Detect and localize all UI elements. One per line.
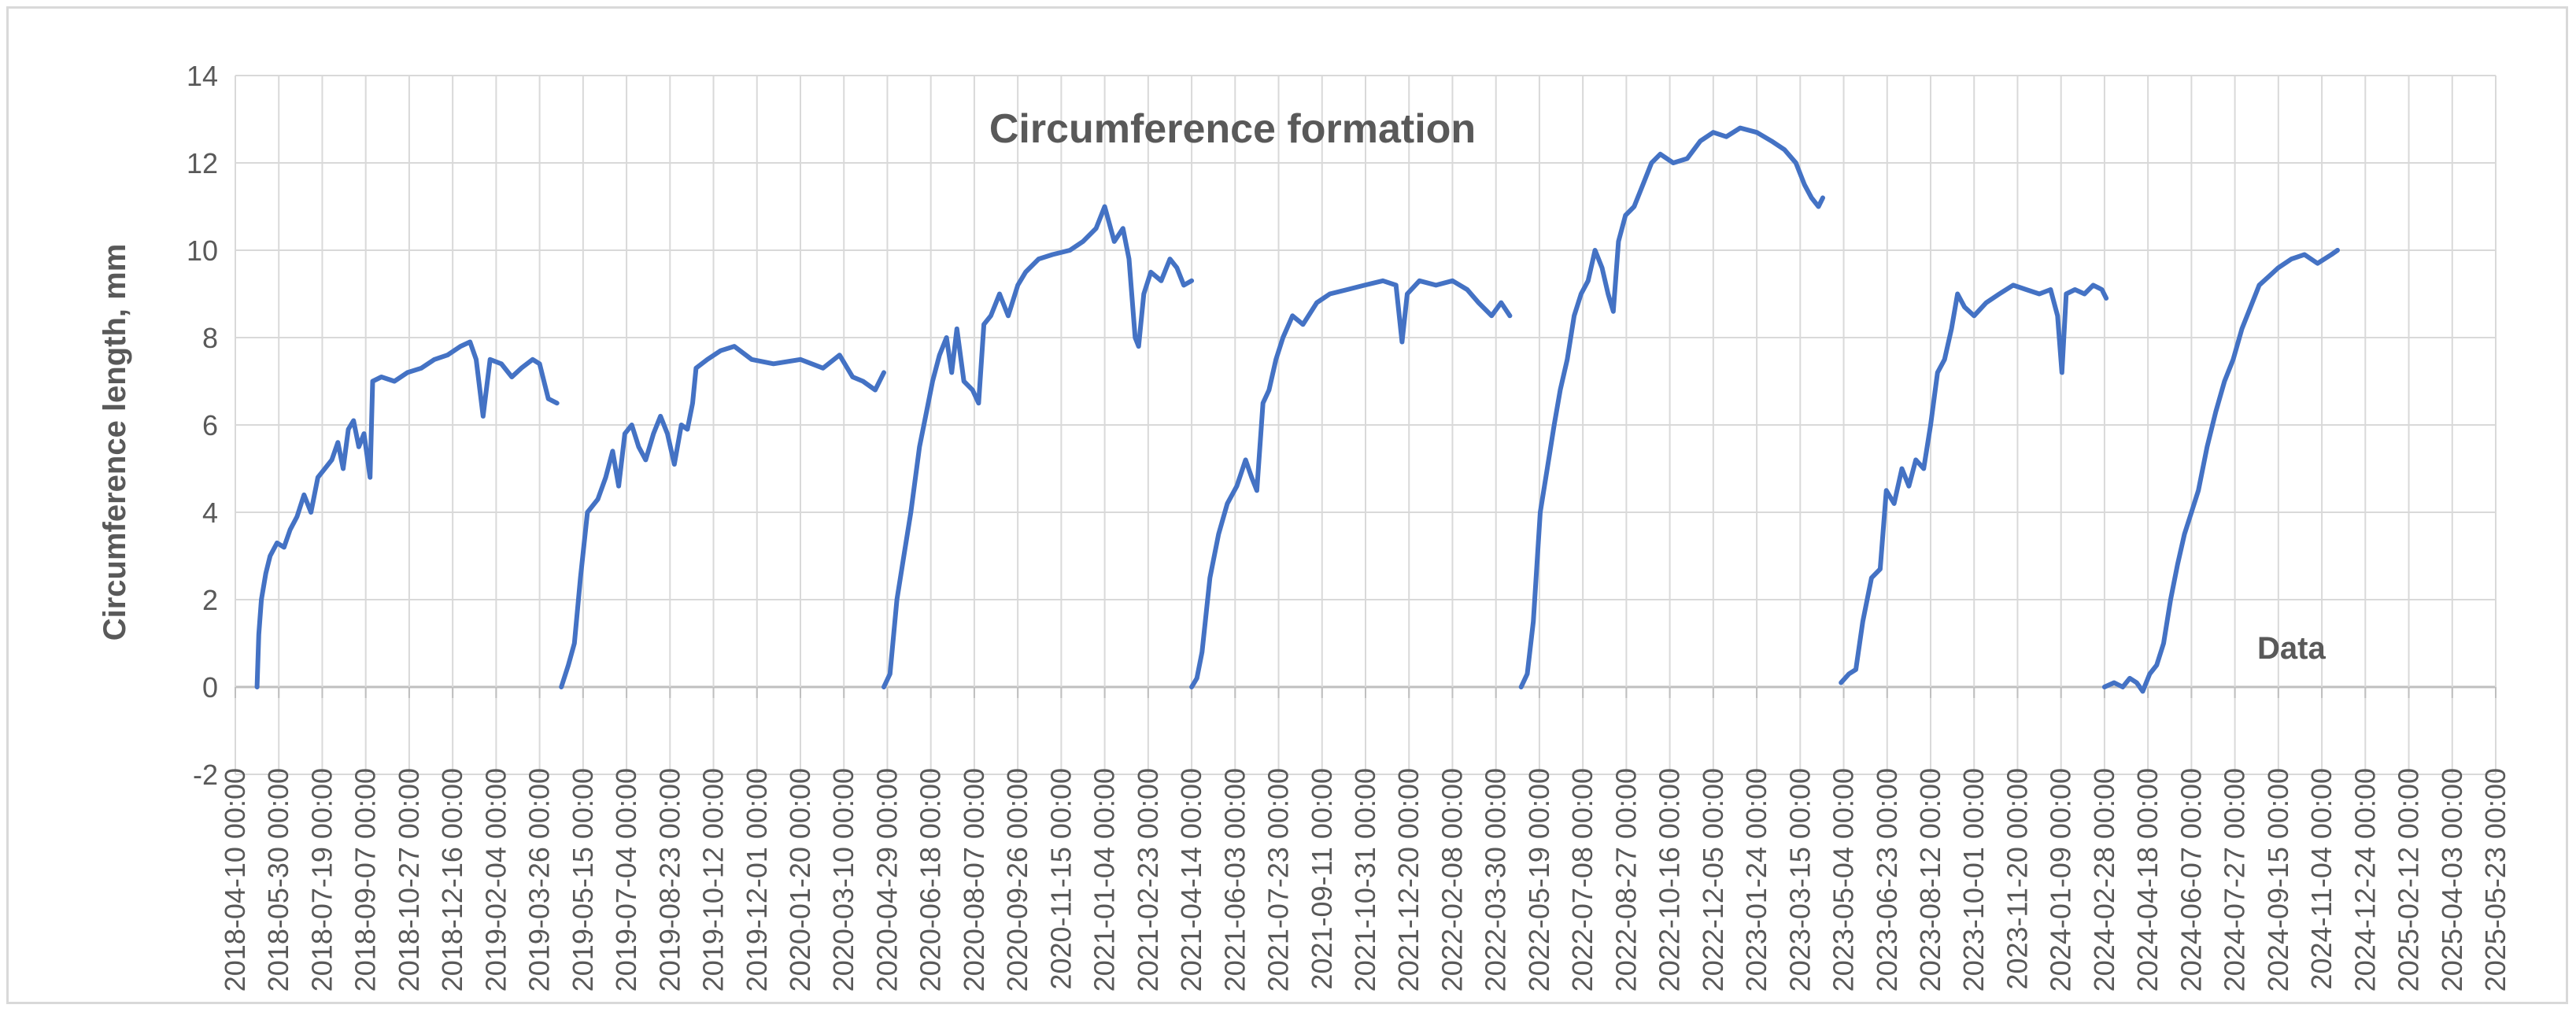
series-line-3 [881, 204, 1195, 689]
x-tick-label: 2022-02-08 00:00 [1436, 768, 1468, 992]
x-tick-label: 2019-12-01 00:00 [741, 768, 773, 992]
x-tick-label: 2020-09-26 00:00 [1001, 768, 1033, 992]
y-tick-label: 8 [202, 322, 218, 354]
series-layer [254, 125, 2340, 694]
x-tick-labels: 2018-04-10 00:00 2018-05-30 00:00 2018-07-… [219, 768, 2511, 992]
x-tick-label: 2018-12-16 00:00 [436, 768, 468, 992]
line-chart: -2 0 2 4 6 8 10 12 14 2018-04-10 00:00 2018-05-30… [98, 60, 2511, 992]
y-tick-label: 2 [202, 584, 218, 616]
x-tick-label: 2021-04-14 00:00 [1175, 768, 1207, 992]
x-tick-label: 2019-02-04 00:00 [479, 768, 512, 992]
x-tick-label: 2025-02-12 00:00 [2393, 768, 2425, 992]
x-tick-label: 2021-02-23 00:00 [1132, 768, 1164, 992]
y-tick-label: 4 [202, 497, 218, 529]
x-tick-label: 2024-11-04 00:00 [2305, 768, 2338, 990]
x-tick-label: 2022-05-19 00:00 [1523, 768, 1555, 992]
y-tick-label: 14 [187, 60, 218, 92]
x-tick-label: 2019-03-26 00:00 [523, 768, 556, 992]
y-tick-label: 12 [187, 147, 218, 179]
x-tick-label: 2024-09-15 00:00 [2262, 768, 2294, 992]
x-tick-label: 2018-07-19 00:00 [305, 768, 338, 992]
x-tick-label: 2021-01-04 00:00 [1088, 768, 1121, 992]
x-tick-label: 2023-01-24 00:00 [1740, 768, 1772, 992]
series-line-2 [559, 344, 886, 689]
x-tick-label: 2023-10-01 00:00 [1957, 768, 1990, 992]
x-tick-label: 2019-08-23 00:00 [653, 768, 686, 992]
x-tick-label: 2024-01-09 00:00 [2045, 768, 2077, 992]
x-tick-label: 2022-10-16 00:00 [1654, 768, 1686, 992]
x-tick-label: 2022-08-27 00:00 [1610, 768, 1642, 992]
x-tick-label: 2023-05-04 00:00 [1828, 768, 1860, 992]
x-tick-label: 2020-03-10 00:00 [827, 768, 859, 992]
data-annotation: Data [2257, 631, 2326, 666]
y-tick-labels: -2 0 2 4 6 8 10 12 14 [187, 60, 218, 791]
x-tick-label: 2022-07-08 00:00 [1566, 768, 1598, 992]
x-tick-label: 2021-07-23 00:00 [1262, 768, 1295, 992]
series-line-6 [1839, 283, 2109, 685]
y-tick-label: 6 [202, 409, 218, 441]
x-tick-label: 2024-02-28 00:00 [2088, 768, 2120, 992]
x-tick-label: 2018-10-27 00:00 [393, 768, 425, 992]
x-tick-label: 2024-06-07 00:00 [2175, 768, 2207, 992]
series-line-4 [1189, 278, 1513, 689]
x-tick-label: 2023-03-15 00:00 [1783, 768, 1816, 992]
x-tick-label: 2024-12-24 00:00 [2349, 768, 2381, 992]
x-tick-label: 2018-09-07 00:00 [349, 768, 382, 992]
x-tick-label: 2018-05-30 00:00 [262, 768, 294, 992]
x-tick-label: 2023-06-23 00:00 [1871, 768, 1903, 992]
x-tick-label: 2019-05-15 00:00 [567, 768, 599, 992]
y-tick-label: 0 [202, 671, 218, 704]
grid-layer [235, 75, 2497, 775]
chart-frame: -2 0 2 4 6 8 10 12 14 2018-04-10 00:00 2018-05-30… [6, 6, 2568, 1004]
y-axis-label: Circumference length, mm [98, 244, 132, 641]
y-tick-label: 10 [187, 235, 218, 267]
x-tick-label: 2018-04-10 00:00 [219, 768, 251, 992]
x-tick-label: 2025-05-23 00:00 [2479, 768, 2511, 992]
chart-title: Circumference formation [989, 106, 1476, 152]
x-tick-label: 2021-10-31 00:00 [1349, 768, 1381, 992]
x-tick-label: 2020-01-20 00:00 [784, 768, 816, 992]
x-tick-label: 2020-04-29 00:00 [870, 768, 903, 992]
x-tick-label: 2021-06-03 00:00 [1218, 768, 1251, 992]
x-tick-label: 2023-08-12 00:00 [1914, 768, 1946, 992]
series-line-1 [254, 339, 560, 689]
y-tick-label: -2 [193, 759, 218, 791]
x-tick-label: 2020-08-07 00:00 [958, 768, 990, 992]
x-tick-label: 2020-06-18 00:00 [915, 768, 947, 992]
x-tick-label: 2020-11-15 00:00 [1044, 768, 1077, 990]
x-tick-label: 2025-04-03 00:00 [2436, 768, 2468, 992]
x-tick-label: 2021-09-11 00:00 [1306, 768, 1338, 990]
x-tick-label: 2022-12-05 00:00 [1697, 768, 1729, 992]
x-tick-label: 2024-04-18 00:00 [2131, 768, 2164, 992]
x-tick-label: 2019-07-04 00:00 [610, 768, 642, 992]
x-tick-label: 2023-11-20 00:00 [2001, 768, 2033, 990]
x-tick-label: 2021-12-20 00:00 [1392, 768, 1425, 992]
x-tick-label: 2019-10-12 00:00 [697, 768, 730, 992]
x-tick-label: 2024-07-27 00:00 [2219, 768, 2251, 992]
x-tick-label: 2022-03-30 00:00 [1480, 768, 1512, 992]
series-line-5 [1518, 125, 1825, 689]
series-line-7 [2101, 248, 2340, 694]
